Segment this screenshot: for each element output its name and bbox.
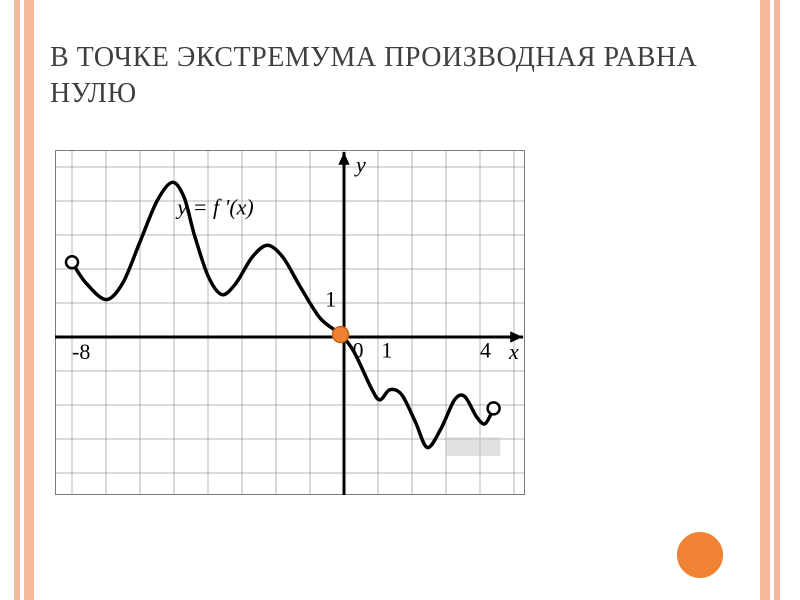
stripe [760, 0, 770, 600]
svg-text:1: 1 [381, 337, 392, 362]
svg-text:y: y [354, 152, 366, 177]
derivative-chart: -80114yxy = f '(x) [55, 150, 525, 495]
stripe [14, 0, 20, 600]
corner-dot-icon [675, 530, 725, 580]
svg-text:0: 0 [353, 337, 364, 362]
stripe [24, 0, 34, 600]
slide-frame: В ТОЧКЕ ЭКСТРЕМУМА ПРОИЗВОДНАЯ РАВНА НУЛ… [0, 0, 800, 600]
chart-svg: -80114yxy = f '(x) [55, 150, 525, 495]
svg-text:y = f '(x): y = f '(x) [175, 195, 253, 220]
svg-text:-8: -8 [72, 339, 90, 364]
svg-text:4: 4 [480, 337, 491, 362]
svg-text:1: 1 [325, 286, 336, 311]
stripe [774, 0, 780, 600]
svg-text:x: x [508, 339, 519, 364]
slide-title: В ТОЧКЕ ЭКСТРЕМУМА ПРОИЗВОДНАЯ РАВНА НУЛ… [50, 40, 740, 112]
